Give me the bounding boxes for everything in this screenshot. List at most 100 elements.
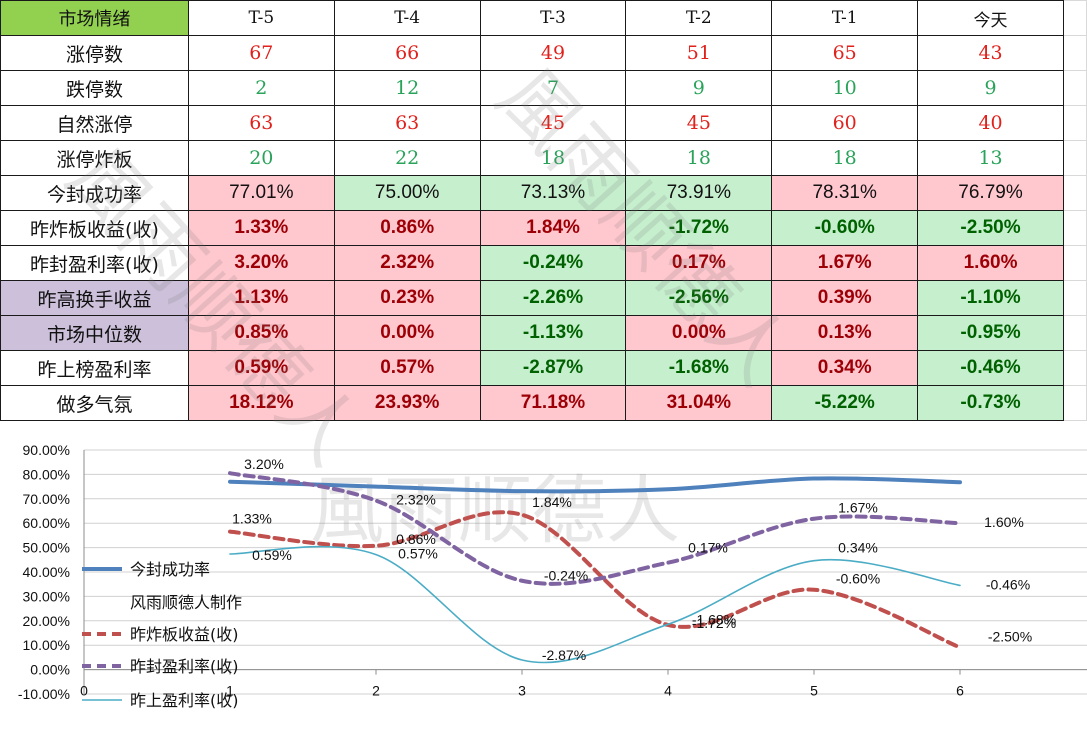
percent-cell[interactable]: 0.34% [771, 350, 919, 386]
empty-cell[interactable] [1062, 175, 1087, 211]
count-cell[interactable]: 63 [187, 105, 335, 141]
row-label[interactable]: 今封成功率 [0, 175, 189, 211]
percent-cell[interactable]: -0.60% [771, 210, 919, 246]
percent-cell[interactable]: 0.85% [187, 315, 335, 351]
percent-cell[interactable]: 3.20% [187, 245, 335, 281]
percent-cell[interactable]: -0.46% [917, 350, 1064, 386]
count-cell[interactable]: 22 [333, 140, 481, 176]
percent-cell[interactable]: 1.60% [917, 245, 1064, 281]
count-cell[interactable]: 10 [771, 70, 919, 106]
row-label[interactable]: 涨停炸板 [0, 140, 189, 176]
percent-cell[interactable]: 76.79% [917, 175, 1064, 211]
empty-cell[interactable] [1062, 35, 1087, 71]
percent-cell[interactable]: -0.24% [479, 245, 627, 281]
row-label[interactable]: 市场中位数 [0, 315, 189, 351]
percent-cell[interactable]: 78.31% [771, 175, 919, 211]
row-label[interactable]: 昨封盈利率(收) [0, 245, 189, 281]
percent-cell[interactable]: 0.13% [771, 315, 919, 351]
percent-cell[interactable]: -2.87% [479, 350, 627, 386]
count-cell[interactable]: 51 [625, 35, 773, 71]
count-cell[interactable]: 9 [917, 70, 1064, 106]
column-header[interactable]: T-5 [187, 0, 335, 36]
row-label[interactable]: 做多气氛 [0, 385, 189, 421]
empty-cell[interactable] [1062, 385, 1087, 421]
count-cell[interactable]: 67 [187, 35, 335, 71]
percent-cell[interactable]: 0.23% [333, 280, 481, 316]
empty-cell[interactable] [1062, 70, 1087, 106]
percent-cell[interactable]: 0.17% [625, 245, 773, 281]
empty-cell[interactable] [1062, 140, 1087, 176]
row-label[interactable]: 昨炸板收益(收) [0, 210, 189, 246]
empty-cell[interactable] [1062, 245, 1087, 281]
percent-cell[interactable]: 1.67% [771, 245, 919, 281]
row-label[interactable]: 昨高换手收益 [0, 280, 189, 316]
empty-cell[interactable] [1062, 0, 1087, 36]
percent-cell[interactable]: 0.59% [187, 350, 335, 386]
count-cell[interactable]: 9 [625, 70, 773, 106]
percent-cell[interactable]: -0.95% [917, 315, 1064, 351]
row-label[interactable]: 自然涨停 [0, 105, 189, 141]
count-cell[interactable]: 45 [625, 105, 773, 141]
percent-cell[interactable]: 75.00% [333, 175, 481, 211]
percent-cell[interactable]: -1.13% [479, 315, 627, 351]
empty-cell[interactable] [1062, 315, 1087, 351]
column-header[interactable]: T-2 [625, 0, 773, 36]
count-cell[interactable]: 13 [917, 140, 1064, 176]
percent-cell[interactable]: 18.12% [187, 385, 335, 421]
empty-cell[interactable] [1062, 350, 1087, 386]
row-label[interactable]: 涨停数 [0, 35, 189, 71]
percent-cell[interactable]: -1.10% [917, 280, 1064, 316]
count-cell[interactable]: 20 [187, 140, 335, 176]
column-header[interactable]: T-1 [771, 0, 919, 36]
percent-cell[interactable]: 0.00% [625, 315, 773, 351]
table-row: 昨封盈利率(收) 3.20% 2.32% -0.24% 0.17% 1.67% 1.60% [0, 245, 1087, 281]
empty-cell[interactable] [1062, 105, 1087, 141]
percent-cell[interactable]: -2.50% [917, 210, 1064, 246]
count-cell[interactable]: 18 [479, 140, 627, 176]
percent-cell[interactable]: 0.86% [333, 210, 481, 246]
empty-cell[interactable] [1062, 280, 1087, 316]
count-cell[interactable]: 45 [479, 105, 627, 141]
percent-cell[interactable]: 2.32% [333, 245, 481, 281]
count-cell[interactable]: 12 [333, 70, 481, 106]
x-tick-label: 6 [956, 683, 964, 699]
percent-cell[interactable]: 73.91% [625, 175, 773, 211]
column-header[interactable]: T-3 [479, 0, 627, 36]
series-line [228, 510, 962, 650]
percent-cell[interactable]: 0.57% [333, 350, 481, 386]
percent-cell[interactable]: -0.73% [917, 385, 1064, 421]
count-cell[interactable]: 63 [333, 105, 481, 141]
percent-cell[interactable]: 31.04% [625, 385, 773, 421]
count-cell[interactable]: 7 [479, 70, 627, 106]
row-label[interactable]: 跌停数 [0, 70, 189, 106]
column-header[interactable]: 今天 [917, 0, 1064, 36]
percent-cell[interactable]: 73.13% [479, 175, 627, 211]
percent-cell[interactable]: -1.68% [625, 350, 773, 386]
count-cell[interactable]: 65 [771, 35, 919, 71]
percent-cell[interactable]: -5.22% [771, 385, 919, 421]
header-row: 市场情绪 T-5 T-4 T-3 T-2 T-1 今天 [0, 0, 1087, 36]
count-cell[interactable]: 40 [917, 105, 1064, 141]
percent-cell[interactable]: 71.18% [479, 385, 627, 421]
percent-cell[interactable]: 0.00% [333, 315, 481, 351]
count-cell[interactable]: 2 [187, 70, 335, 106]
row-label[interactable]: 昨上榜盈利率 [0, 350, 189, 386]
count-cell[interactable]: 66 [333, 35, 481, 71]
percent-cell[interactable]: 23.93% [333, 385, 481, 421]
count-cell[interactable]: 49 [479, 35, 627, 71]
percent-cell[interactable]: 1.84% [479, 210, 627, 246]
count-cell[interactable]: 60 [771, 105, 919, 141]
percent-cell[interactable]: 1.13% [187, 280, 335, 316]
percent-cell[interactable]: 0.39% [771, 280, 919, 316]
count-cell[interactable]: 43 [917, 35, 1064, 71]
percent-cell[interactable]: 1.33% [187, 210, 335, 246]
percent-cell[interactable]: -1.72% [625, 210, 773, 246]
percent-cell[interactable]: -2.56% [625, 280, 773, 316]
percent-cell[interactable]: 77.01% [187, 175, 335, 211]
count-cell[interactable]: 18 [625, 140, 773, 176]
empty-cell[interactable] [1062, 210, 1087, 246]
column-header[interactable]: T-4 [333, 0, 481, 36]
percent-cell[interactable]: -2.26% [479, 280, 627, 316]
count-cell[interactable]: 18 [771, 140, 919, 176]
table-corner-label[interactable]: 市场情绪 [0, 0, 189, 36]
